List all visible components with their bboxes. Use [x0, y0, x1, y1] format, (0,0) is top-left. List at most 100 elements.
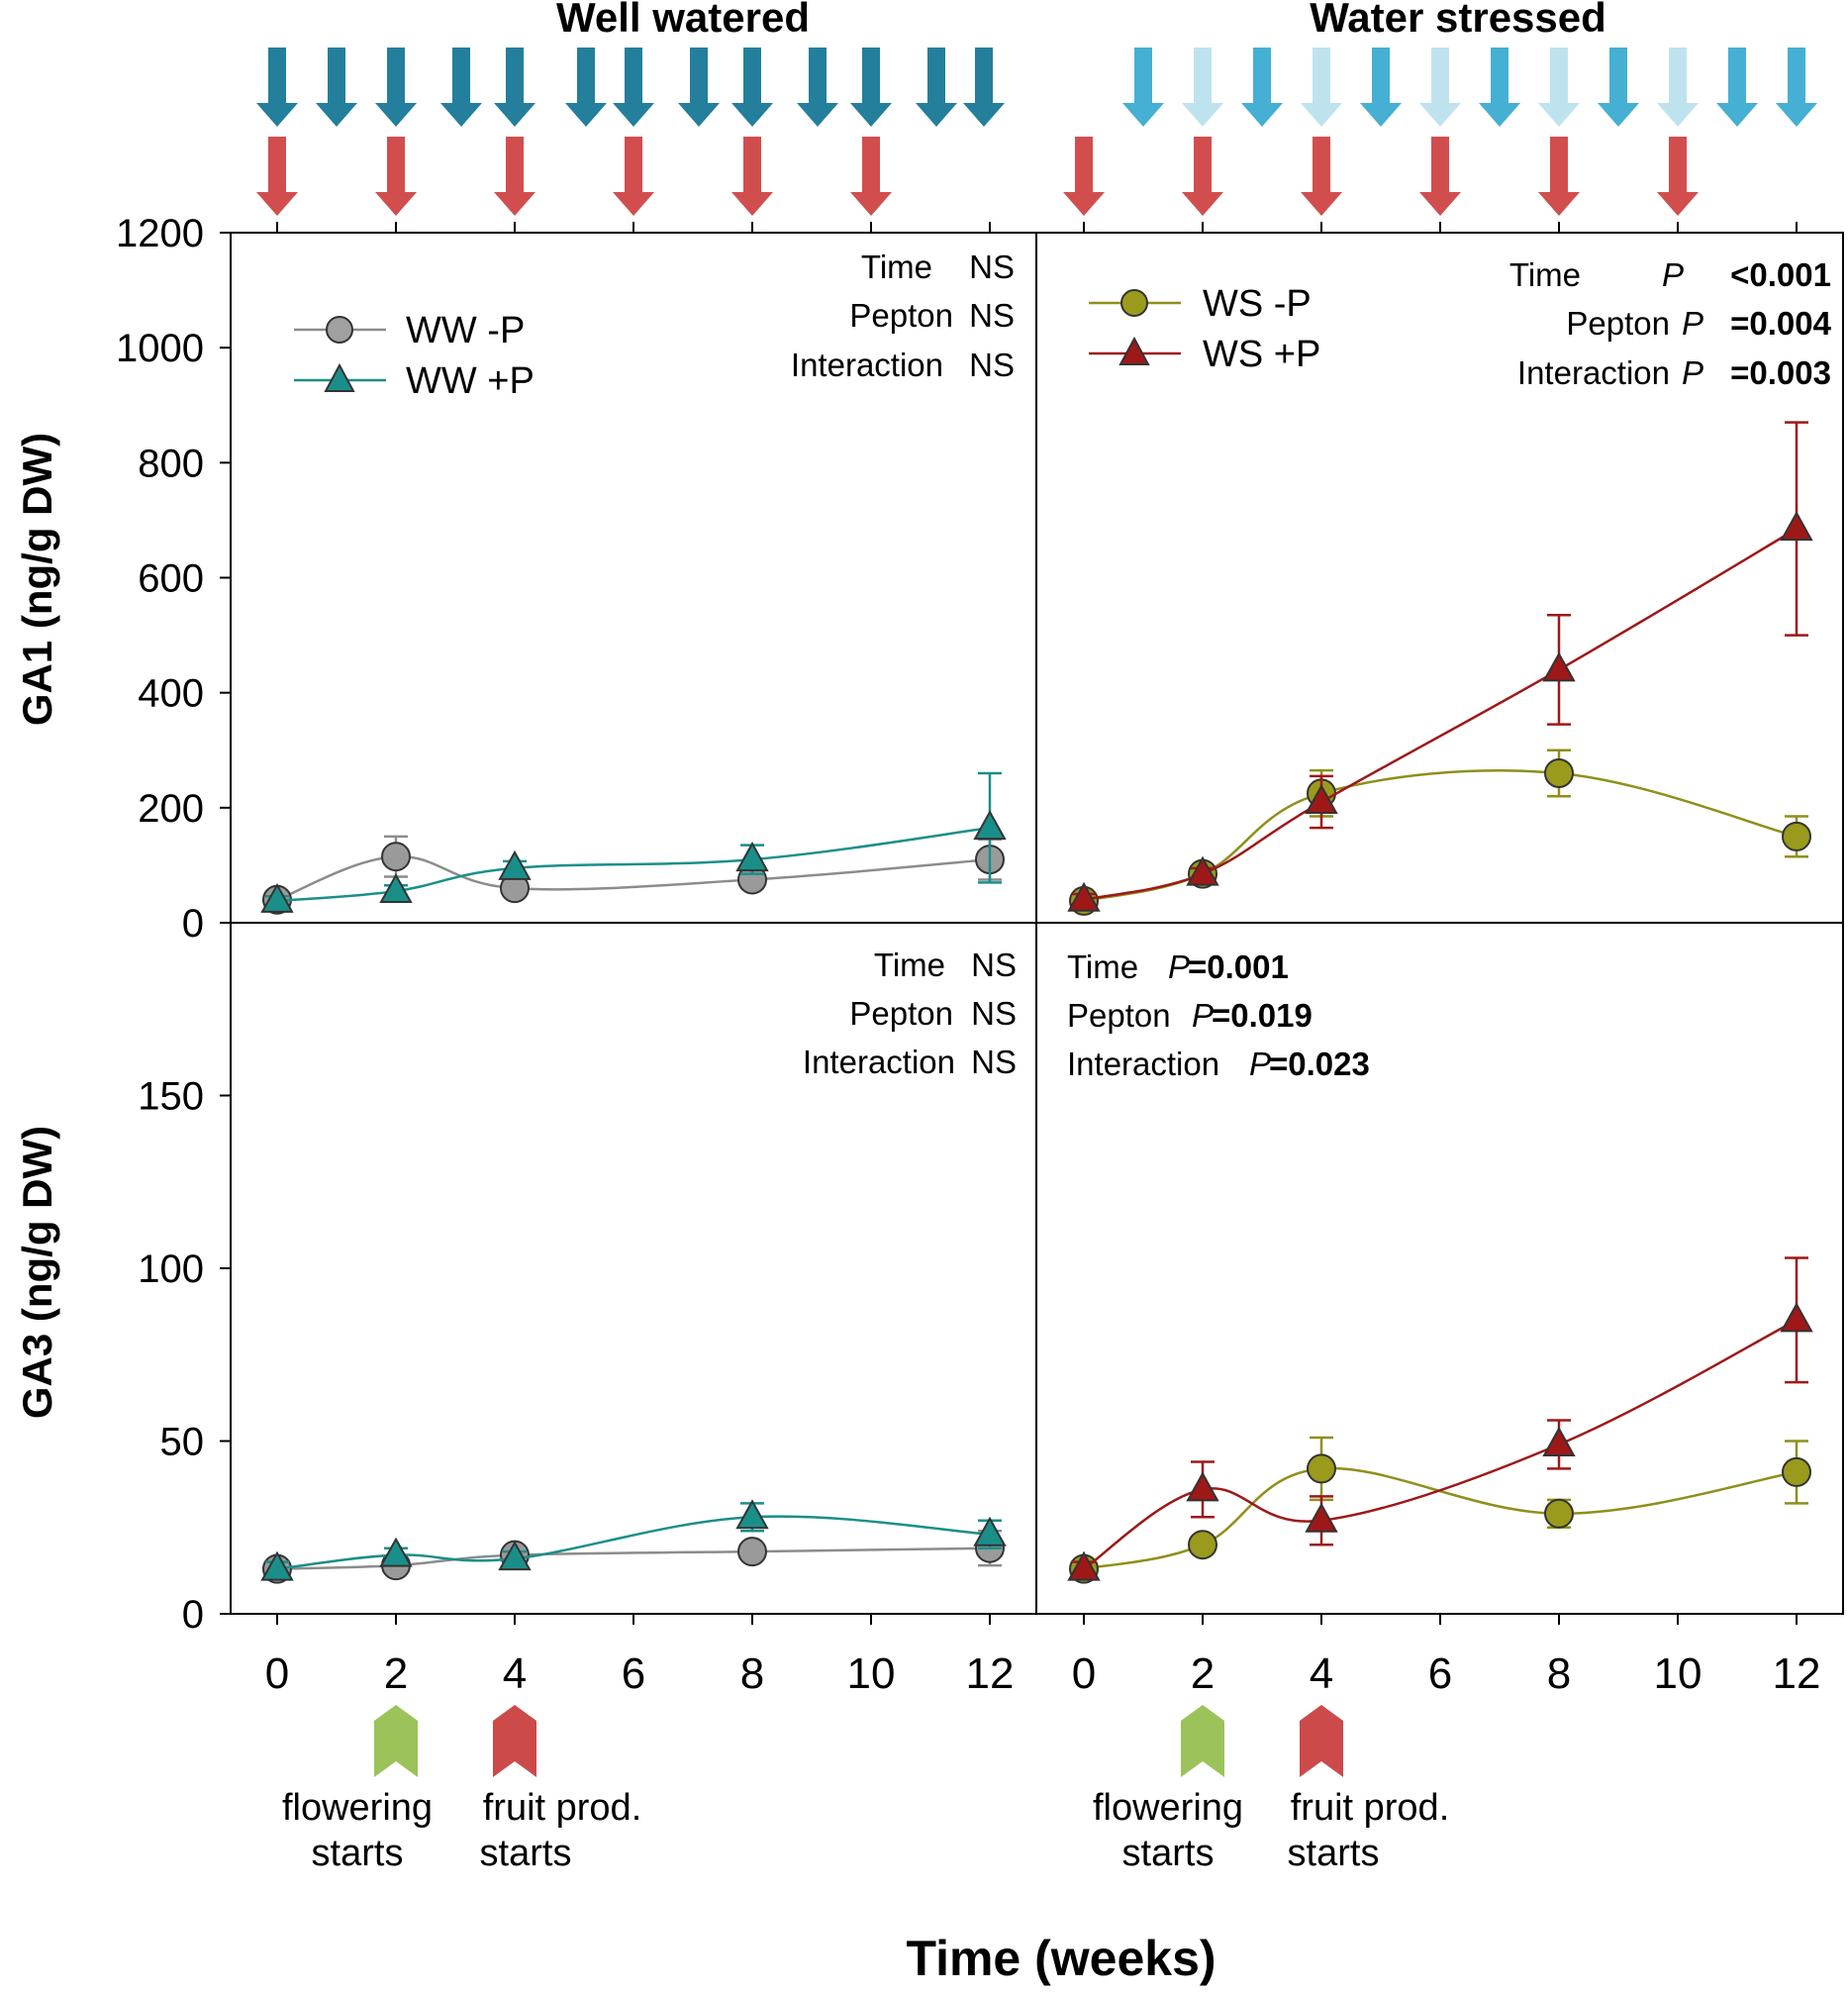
stats-ws-ga1-pepton-value: =0.004 [1730, 305, 1831, 342]
series-line-ww-p [276, 826, 991, 903]
data-point-ws-p [1544, 757, 1574, 788]
stats-ww-ga1-interaction: Interaction [791, 347, 943, 383]
water-arrow-ww [731, 48, 773, 127]
stats-ws-ga1-time-p: P [1662, 256, 1684, 293]
water-arrow-ws [1479, 48, 1520, 127]
pepton-arrow-ww [850, 137, 892, 216]
data-point-ws-p [1544, 1498, 1574, 1529]
x-tick-label-right: 0 [1072, 1649, 1096, 1698]
legend-ww-plus-marker [324, 362, 355, 392]
data-point-ws-p [1067, 881, 1101, 912]
pepton-arrow-ww [256, 137, 298, 216]
ws-fruit-label-2: starts [1288, 1833, 1380, 1874]
stats-ws-ga3-time: Time [1067, 948, 1138, 985]
stats-ws-ga1-time-value: <0.001 [1730, 256, 1831, 293]
x-tick-label-right: 2 [1191, 1649, 1215, 1698]
y-tick-label-bottom: 150 [138, 1075, 204, 1119]
water-arrow-ww [565, 48, 607, 127]
x-axis-label: Time (weeks) [906, 1931, 1216, 1986]
stats-ws-ga1-interaction: Interaction [1517, 354, 1670, 391]
legend-ws-minus-label: WS -P [1203, 283, 1312, 325]
pepton-arrow-ww [494, 137, 535, 216]
water-arrow-ww [256, 48, 298, 127]
water-arrow-ww [678, 48, 720, 127]
data-point-ws-p [1305, 1502, 1338, 1533]
data-point-ww-p [735, 1499, 769, 1530]
water-arrow-ww [440, 48, 482, 127]
series-line-ws-p [1083, 1319, 1798, 1570]
y-tick-label-bottom: 100 [138, 1247, 204, 1291]
stats-ws-ga3-interaction-value: =0.023 [1269, 1046, 1370, 1082]
legend-ww-minus-marker [326, 316, 353, 344]
stats-ww-ga3-time-value: NS [971, 947, 1017, 983]
header-well-watered: Well watered [556, 0, 810, 41]
y-tick-label-top: 1000 [116, 327, 204, 370]
water-arrow-ww [316, 48, 357, 127]
data-point-ww-p [498, 1541, 532, 1571]
stats-ws-ga3-interaction: Interaction [1067, 1046, 1219, 1082]
legend-ww-minus-label: WW -P [406, 310, 525, 351]
stats-ws-ga3: Time P =0.001 Pepton P =0.019 Interactio… [1067, 948, 1370, 1082]
x-tick-label-left: 10 [847, 1649, 896, 1698]
legend-ww-plus-label: WW +P [406, 360, 535, 402]
stats-ww-ga3-time: Time [874, 947, 945, 983]
pepton-arrow-ws [1538, 137, 1580, 216]
y-tick-label-top: 1200 [116, 212, 204, 255]
data-point-ws-p [1782, 821, 1811, 851]
data-point-ws-p [1186, 1471, 1219, 1502]
stats-ws-ga3-time-p: P [1168, 948, 1190, 985]
phenology-events [374, 1705, 1343, 1777]
stats-ws-ga1-interaction-p: P [1682, 354, 1703, 391]
x-tick-label-left: 8 [740, 1649, 764, 1698]
pepton-arrow-ww [375, 137, 417, 216]
stats-ws-ga3-time-value: =0.001 [1188, 948, 1289, 985]
flowering-marker-left [374, 1705, 418, 1777]
water-arrow-ws [1241, 48, 1283, 127]
data-point-ws-p [1780, 1302, 1813, 1333]
stats-ww-ga3-interaction-value: NS [971, 1044, 1017, 1080]
data-point-ww-p [973, 810, 1007, 841]
y-tick-label-top: 600 [138, 557, 204, 601]
water-arrow-ww [494, 48, 535, 127]
ww-fruit-label-1: fruit prod. [483, 1787, 642, 1829]
legend-ws: WS -P WS +P [1089, 283, 1320, 375]
data-point-ws-p [1307, 1453, 1336, 1484]
pepton-arrow-ws [1419, 137, 1461, 216]
stats-ww-ga3-pepton: Pepton [849, 995, 953, 1032]
ww-flowering-label-2: starts [312, 1833, 404, 1874]
pepton-arrow-ws [1063, 137, 1105, 216]
data-point-ws-p [1542, 1426, 1576, 1456]
event-captions: flowering starts fruit prod. starts flow… [282, 1787, 1449, 1874]
ww-flowering-label-1: flowering [282, 1787, 433, 1829]
legend-ws-minus-marker [1120, 289, 1148, 317]
water-arrow-ww [797, 48, 838, 127]
flowering-marker-right [1181, 1705, 1224, 1777]
stats-ww-ga1-pepton-value: NS [969, 297, 1015, 334]
axes: 0 200 400 600 800 1000 1200 0 50 100 150 0 2 4 6 8 10 12 0… [116, 212, 1820, 1698]
legend-ws-plus-label: WS +P [1203, 334, 1320, 375]
data-series [260, 421, 1813, 1584]
data-point-ws-p [1186, 855, 1219, 886]
y-tick-label-bottom: 50 [160, 1421, 205, 1464]
data-point-ww-p [973, 1516, 1007, 1546]
y-tick-label-bottom: 0 [182, 1593, 204, 1637]
stats-ww-ga1-pepton: Pepton [849, 297, 953, 334]
x-tick-label-left: 12 [966, 1649, 1015, 1698]
pepton-arrow-ws [1301, 137, 1342, 216]
x-tick-label-right: 10 [1654, 1649, 1702, 1698]
series-line-ws-p [1083, 1466, 1798, 1570]
stats-ww-ga3-pepton-value: NS [971, 995, 1017, 1032]
stats-ww-ga1-time-value: NS [969, 249, 1015, 285]
x-tick-label-left: 2 [384, 1649, 408, 1698]
x-tick-label-left: 4 [503, 1649, 527, 1698]
treatment-arrows [256, 48, 1817, 216]
water-arrow-ws [1538, 48, 1580, 127]
ws-flowering-label-2: starts [1122, 1833, 1215, 1874]
stats-ws-ga3-pepton-value: =0.019 [1212, 997, 1313, 1034]
data-point-ww-p [260, 1550, 294, 1581]
ws-flowering-label-1: flowering [1093, 1787, 1243, 1829]
water-arrow-ws [1598, 48, 1639, 127]
stats-ww-ga3-interaction: Interaction [803, 1044, 955, 1080]
x-tick-label-right: 8 [1547, 1649, 1571, 1698]
fruit-marker-left [493, 1705, 536, 1777]
